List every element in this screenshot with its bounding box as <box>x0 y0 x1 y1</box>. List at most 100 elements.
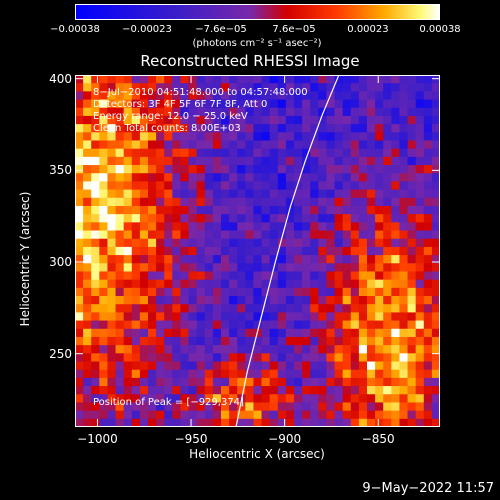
heatmap-cell <box>91 394 100 403</box>
heatmap-cell <box>221 418 230 427</box>
heatmap-cell <box>212 345 222 354</box>
heatmap-cell <box>107 296 116 305</box>
heatmap-cell <box>261 197 271 207</box>
heatmap-cell <box>415 83 425 92</box>
heatmap-cell <box>318 312 327 321</box>
heatmap-cell <box>294 336 303 346</box>
y-tick-label: 350 <box>49 163 72 178</box>
heatmap-cell <box>115 132 125 141</box>
heatmap-cell <box>91 75 100 84</box>
heatmap-cell <box>367 91 376 100</box>
heatmap-cell <box>367 394 376 403</box>
heatmap-cell <box>83 124 92 133</box>
heatmap-cell <box>261 124 271 133</box>
heatmap-cell <box>115 369 125 379</box>
heatmap-cell <box>407 189 417 199</box>
heatmap-cell <box>75 312 84 321</box>
heatmap-cell <box>139 296 149 305</box>
heatmap-cell <box>407 75 417 84</box>
axis-ticks <box>75 75 440 427</box>
heatmap-cell <box>139 197 149 207</box>
heatmap-cell <box>423 336 433 346</box>
heatmap-cell <box>253 418 262 427</box>
heatmap-cell <box>172 328 181 338</box>
heatmap-cell <box>107 304 116 313</box>
heatmap-cell <box>164 279 173 289</box>
heatmap-cell <box>75 287 84 297</box>
heatmap-cell <box>212 197 222 207</box>
heatmap-cell <box>91 230 100 240</box>
heatmap-cell <box>204 394 214 403</box>
heatmap-cell <box>302 107 311 117</box>
heatmap-cell <box>131 345 141 354</box>
heatmap-cell <box>302 336 311 346</box>
heatmap-cell <box>261 345 271 354</box>
heatmap-cell <box>350 107 360 117</box>
heatmap-cell <box>334 189 344 199</box>
y-tick-label: 400 <box>49 71 72 86</box>
heatmap-cell <box>415 148 425 158</box>
heatmap-cell <box>269 173 279 182</box>
heatmap-cell <box>383 115 392 125</box>
heatmap-cell <box>253 107 262 117</box>
heatmap-cell <box>237 296 246 305</box>
heatmap-cell <box>180 394 189 403</box>
heatmap-cell <box>423 99 433 109</box>
heatmap-cell <box>253 255 262 264</box>
heatmap-cell <box>261 369 271 379</box>
heatmap-cell <box>253 263 262 272</box>
annotation-time-range: 8−Jul−2010 04:51:48.000 to 04:57:48.000 <box>93 87 308 98</box>
heatmap-cell <box>415 115 425 125</box>
heatmap-cell <box>431 83 440 92</box>
heatmap-cell <box>431 304 440 313</box>
heatmap-cell <box>326 418 335 427</box>
heatmap-cell <box>99 279 108 289</box>
heatmap-cell <box>391 377 400 387</box>
heatmap-cell <box>285 394 295 403</box>
heatmap-cell <box>188 345 198 354</box>
heatmap-cell <box>415 140 425 150</box>
heatmap-cell <box>123 263 133 272</box>
heatmap-cell <box>91 287 100 297</box>
heatmap-cell <box>253 156 262 166</box>
heatmap-cell <box>237 189 246 199</box>
heatmap-cell <box>399 402 408 412</box>
peak-position-label: Position of Peak = [−929,374] <box>93 397 244 408</box>
heatmap-cell <box>375 214 384 223</box>
heatmap-cell <box>431 75 440 84</box>
heatmap-cell <box>188 410 198 420</box>
heatmap-cell <box>391 386 400 395</box>
heatmap-cell <box>229 369 238 379</box>
heatmap-cell <box>172 402 181 412</box>
heatmap-cell <box>342 205 352 215</box>
heatmap-cell <box>99 328 108 338</box>
heatmap-cell <box>269 255 279 264</box>
plot-frame <box>75 75 440 427</box>
heatmap-cell <box>391 328 400 338</box>
heatmap-cell <box>229 361 238 371</box>
heatmap-cell <box>334 361 344 371</box>
heatmap-cell <box>326 287 335 297</box>
heatmap-cell <box>253 312 262 321</box>
heatmap-cell <box>383 279 392 289</box>
heatmap-cell <box>148 222 157 231</box>
heatmap-cell <box>196 205 206 215</box>
heatmap-cell <box>115 115 125 125</box>
heatmap-cell <box>407 336 417 346</box>
colorbar-tick-label: 0.00038 <box>419 24 461 35</box>
heatmap-cell <box>277 336 287 346</box>
heatmap-cell <box>204 156 214 166</box>
heatmap-cell <box>212 320 222 330</box>
heatmap-cell <box>75 148 84 158</box>
heatmap-cell <box>415 296 425 305</box>
heatmap-cell <box>431 320 440 330</box>
heatmap-cell <box>277 402 287 412</box>
heatmap-cell <box>75 205 84 215</box>
heatmap-cell <box>310 246 319 256</box>
heatmap-cell <box>180 410 189 420</box>
heatmap-cell <box>318 410 327 420</box>
heatmap-cell <box>375 320 384 330</box>
heatmap-cell <box>139 214 149 223</box>
heatmap-cell <box>383 386 392 395</box>
heatmap-cell <box>107 246 116 256</box>
